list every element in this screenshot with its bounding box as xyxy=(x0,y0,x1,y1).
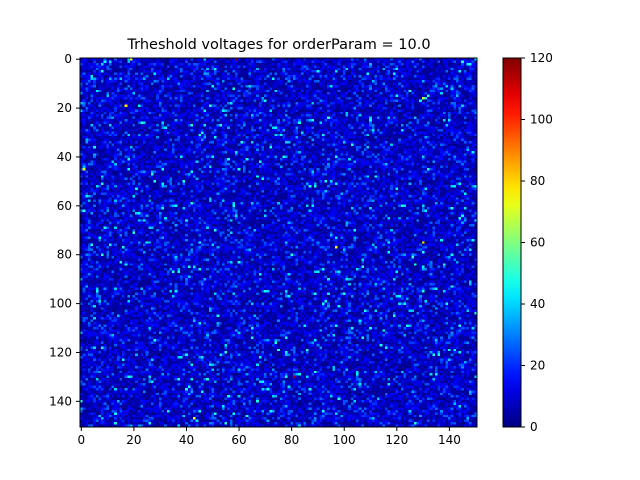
y-tick-label: 120 xyxy=(49,345,72,359)
x-tick-label: 80 xyxy=(284,433,299,447)
heatmap-plot xyxy=(79,57,478,428)
x-tick-label: 60 xyxy=(231,433,246,447)
plot-frame xyxy=(79,57,478,428)
y-tick-label: 100 xyxy=(49,297,72,311)
colorbar-gradient xyxy=(503,58,521,427)
colorbar-tick-label: 60 xyxy=(530,236,545,250)
x-tick-label: 20 xyxy=(126,433,141,447)
y-tick-label: 140 xyxy=(49,394,72,408)
colorbar-tick-label: 40 xyxy=(530,297,545,311)
chart-title: Trheshold voltages for orderParam = 10.0 xyxy=(126,37,430,53)
colorbar: 0 20 40 60 80 100 120 xyxy=(502,51,553,434)
y-tick-label: 80 xyxy=(57,248,72,262)
colorbar-tick-label: 80 xyxy=(530,174,545,188)
colorbar-tick-label: 20 xyxy=(530,359,545,373)
colorbar-tick-label: 0 xyxy=(530,420,538,434)
colorbar-tick-label: 120 xyxy=(530,51,553,65)
y-tick-label: 40 xyxy=(57,150,72,164)
colorbar-tick-label: 100 xyxy=(530,113,553,127)
colorbar-ticks: 0 20 40 60 80 100 120 xyxy=(521,51,553,434)
x-tick-label: 0 xyxy=(77,433,85,447)
x-tick-label: 140 xyxy=(438,433,461,447)
y-tick-label: 20 xyxy=(57,101,72,115)
heatmap-cells xyxy=(80,58,477,427)
x-tick-label: 100 xyxy=(333,433,356,447)
y-tick-label: 60 xyxy=(57,199,72,213)
x-axis: 0 20 40 60 80 100 120 140 xyxy=(77,427,461,447)
y-tick-label: 0 xyxy=(64,52,72,66)
x-tick-label: 120 xyxy=(385,433,408,447)
y-axis: 0 20 40 60 80 100 120 140 xyxy=(49,52,80,408)
x-tick-label: 40 xyxy=(179,433,194,447)
